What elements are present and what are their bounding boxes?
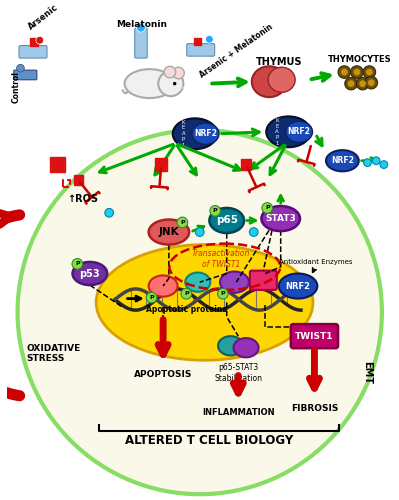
Circle shape bbox=[365, 76, 377, 89]
Text: INFLAMMATION: INFLAMMATION bbox=[202, 408, 275, 418]
Ellipse shape bbox=[266, 116, 310, 147]
Circle shape bbox=[17, 64, 24, 72]
Circle shape bbox=[173, 82, 176, 86]
Circle shape bbox=[351, 66, 363, 78]
Text: FIBROSIS: FIBROSIS bbox=[291, 404, 338, 412]
Ellipse shape bbox=[192, 123, 219, 144]
Circle shape bbox=[72, 258, 83, 269]
Text: ALTERED T CELL BIOLOGY: ALTERED T CELL BIOLOGY bbox=[125, 434, 294, 448]
Circle shape bbox=[136, 24, 145, 32]
Text: THYMOCYTES: THYMOCYTES bbox=[328, 54, 391, 64]
Ellipse shape bbox=[252, 66, 286, 97]
Ellipse shape bbox=[149, 220, 189, 244]
FancyBboxPatch shape bbox=[14, 70, 37, 80]
Text: ↑ROS: ↑ROS bbox=[67, 194, 98, 204]
Ellipse shape bbox=[173, 118, 217, 149]
Text: NRF2: NRF2 bbox=[286, 282, 310, 290]
Text: p65: p65 bbox=[216, 216, 238, 226]
Circle shape bbox=[341, 68, 348, 75]
Circle shape bbox=[363, 66, 375, 78]
Text: P: P bbox=[75, 262, 80, 266]
Circle shape bbox=[217, 288, 228, 299]
Circle shape bbox=[181, 86, 184, 89]
Circle shape bbox=[363, 159, 371, 166]
Circle shape bbox=[354, 68, 360, 75]
Circle shape bbox=[36, 36, 43, 44]
Circle shape bbox=[164, 66, 176, 78]
Ellipse shape bbox=[124, 69, 175, 98]
Circle shape bbox=[105, 208, 113, 217]
Circle shape bbox=[262, 202, 273, 213]
Ellipse shape bbox=[209, 208, 244, 233]
FancyBboxPatch shape bbox=[250, 270, 277, 290]
Circle shape bbox=[345, 78, 358, 90]
Circle shape bbox=[368, 80, 375, 86]
Text: JNK: JNK bbox=[158, 227, 179, 237]
Text: K
E
A
P
1: K E A P 1 bbox=[275, 118, 279, 146]
Text: Transactivation
of TWIST1: Transactivation of TWIST1 bbox=[192, 250, 250, 268]
Circle shape bbox=[181, 288, 192, 299]
Circle shape bbox=[366, 68, 373, 75]
Circle shape bbox=[146, 292, 157, 303]
Text: P: P bbox=[265, 206, 269, 210]
Circle shape bbox=[158, 71, 184, 96]
Ellipse shape bbox=[18, 130, 382, 494]
Ellipse shape bbox=[286, 121, 312, 142]
Ellipse shape bbox=[96, 244, 313, 360]
Ellipse shape bbox=[73, 262, 107, 285]
Text: Control: Control bbox=[12, 72, 21, 104]
Text: OXIDATIVE
STRESS: OXIDATIVE STRESS bbox=[26, 344, 81, 363]
Text: P: P bbox=[149, 295, 154, 300]
Circle shape bbox=[196, 228, 204, 236]
Text: P: P bbox=[180, 220, 185, 225]
Text: NRF2: NRF2 bbox=[331, 156, 354, 165]
Text: Arsenic: Arsenic bbox=[26, 2, 60, 32]
Text: Antioxidant Enzymes: Antioxidant Enzymes bbox=[279, 259, 352, 265]
Text: Apoptotic proteins: Apoptotic proteins bbox=[146, 304, 227, 314]
Circle shape bbox=[380, 160, 388, 168]
Text: TWIST1: TWIST1 bbox=[295, 332, 334, 340]
Ellipse shape bbox=[149, 276, 178, 296]
Circle shape bbox=[177, 217, 188, 228]
Ellipse shape bbox=[326, 150, 359, 172]
Ellipse shape bbox=[279, 274, 317, 298]
Text: Melatonin: Melatonin bbox=[117, 20, 168, 29]
Text: K
E
A
P
1: K E A P 1 bbox=[182, 120, 185, 148]
Ellipse shape bbox=[185, 272, 210, 292]
Circle shape bbox=[205, 36, 213, 43]
Circle shape bbox=[173, 67, 184, 79]
Text: NRF2: NRF2 bbox=[288, 128, 310, 136]
Circle shape bbox=[356, 78, 369, 90]
Text: p53: p53 bbox=[79, 268, 100, 278]
Ellipse shape bbox=[218, 336, 243, 355]
Circle shape bbox=[348, 80, 354, 87]
Circle shape bbox=[249, 228, 258, 236]
Ellipse shape bbox=[261, 206, 300, 231]
Ellipse shape bbox=[220, 272, 249, 293]
Circle shape bbox=[372, 157, 380, 164]
FancyBboxPatch shape bbox=[291, 324, 338, 348]
Ellipse shape bbox=[268, 67, 295, 92]
Text: APOPTOSIS: APOPTOSIS bbox=[134, 370, 192, 379]
Ellipse shape bbox=[233, 338, 259, 357]
Circle shape bbox=[210, 206, 221, 216]
Circle shape bbox=[359, 80, 366, 87]
Text: NRF2: NRF2 bbox=[194, 129, 217, 138]
Text: THYMUS: THYMUS bbox=[255, 56, 302, 66]
Text: EMT: EMT bbox=[362, 362, 372, 384]
Text: P: P bbox=[221, 291, 225, 296]
Text: STAT3: STAT3 bbox=[265, 214, 296, 223]
Circle shape bbox=[338, 66, 351, 78]
FancyBboxPatch shape bbox=[19, 46, 47, 58]
Text: P: P bbox=[213, 208, 217, 214]
FancyBboxPatch shape bbox=[187, 44, 215, 56]
Text: Arsenic + Melatonin: Arsenic + Melatonin bbox=[198, 22, 275, 80]
Text: P: P bbox=[184, 291, 189, 296]
Text: p65-STAT3
Stabilization: p65-STAT3 Stabilization bbox=[214, 363, 262, 382]
FancyBboxPatch shape bbox=[135, 28, 147, 58]
